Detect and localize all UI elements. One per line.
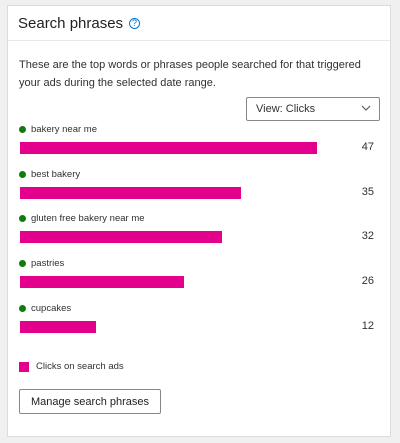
phrase-label: cupcakes: [19, 303, 71, 314]
phrase-text: best bakery: [31, 168, 81, 180]
bar: [20, 320, 96, 333]
status-dot: [19, 260, 26, 268]
phrase-text: pastries: [31, 258, 65, 270]
status-dot: [19, 304, 26, 312]
legend-swatch: [19, 361, 29, 372]
bar: [20, 231, 223, 244]
bar: [20, 186, 242, 199]
phrase-label: pastries: [19, 258, 64, 269]
bar-value-label: 32: [361, 230, 374, 243]
bar-value-label: 12: [361, 319, 374, 332]
phrase-text: bakery near me: [31, 124, 98, 135]
phrase-text: gluten free bakery near me: [31, 213, 145, 225]
view-dropdown[interactable]: View: Clicks: [246, 97, 380, 121]
phrase-label: gluten free bakery near me: [19, 213, 145, 224]
card-title: Search phrases: [18, 14, 124, 32]
bar-value-label: 26: [361, 275, 374, 288]
bar-value-label: 35: [361, 185, 374, 198]
status-dot: [19, 215, 26, 223]
bar: [20, 142, 317, 154]
view-dropdown-value: View: Clicks: [256, 103, 316, 115]
help-circle-icon[interactable]: ?: [129, 17, 141, 29]
phrase-text: cupcakes: [31, 302, 72, 314]
manage-search-phrases-button[interactable]: Manage search phrases: [19, 389, 161, 414]
card-description: These are the top words or phrases peopl…: [19, 59, 361, 89]
search-phrases-card: Search phrases ? These are the top words…: [7, 5, 391, 437]
chart-legend: Clicks on search ads: [19, 361, 124, 372]
phrase-label: best bakery: [19, 169, 80, 180]
bar: [20, 276, 185, 289]
chevron-down-icon: [361, 105, 371, 111]
status-dot: [19, 126, 26, 133]
card-header: Search phrases ?: [8, 6, 390, 41]
bar-value-label: 47: [361, 141, 374, 153]
legend-label: Clicks on search ads: [36, 361, 124, 372]
status-dot: [19, 170, 26, 178]
phrase-label: bakery near me: [19, 124, 97, 135]
